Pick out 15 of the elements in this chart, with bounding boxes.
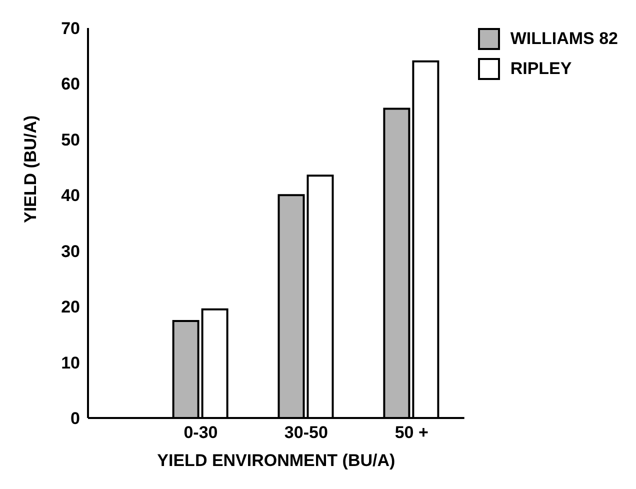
y-tick-label: 70 xyxy=(61,19,80,38)
y-tick-label: 20 xyxy=(61,298,80,317)
legend-label: WILLIAMS 82 xyxy=(510,29,618,49)
y-tick-label: 30 xyxy=(61,242,80,261)
y-tick-label: 60 xyxy=(61,74,80,94)
y-tick-label: 50 xyxy=(61,130,80,150)
y-tick-label: 0 xyxy=(70,409,80,428)
x-tick-label: 0-30 xyxy=(184,423,218,442)
x-tick-label: 50 + xyxy=(394,423,428,442)
x-tick-label: 30-50 xyxy=(284,423,328,442)
y-tick-label: 40 xyxy=(61,186,80,206)
y-axis-title: YIELD (BU/A) xyxy=(21,115,40,223)
legend-label: RIPLEY xyxy=(510,59,572,79)
x-axis-title: YIELD ENVIRONMENT (BU/A) xyxy=(157,451,396,470)
y-tick-label: 10 xyxy=(61,353,80,372)
